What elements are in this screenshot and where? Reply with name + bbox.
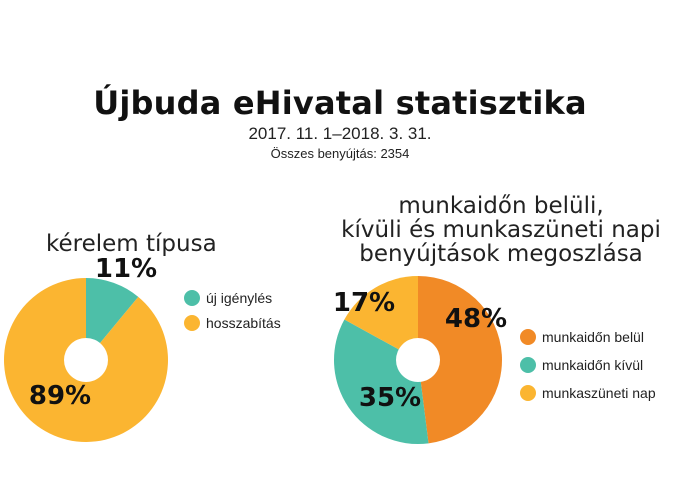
chart2-title: munkaidőn belüli, kívüli és munkaszüneti…	[326, 194, 676, 266]
chart2-title-line: kívüli és munkaszüneti napi	[341, 217, 661, 243]
legend-label: új igénylés	[206, 290, 273, 306]
legend-item: munkaszüneti nap	[520, 382, 656, 404]
legend-label: hosszabítás	[206, 315, 281, 331]
legend-swatch	[520, 385, 536, 401]
data-label-2-2: 35%	[359, 383, 421, 413]
pie-hole-2	[396, 338, 440, 382]
legend-label: munkaidőn kívül	[542, 357, 644, 373]
legend-label: munkaszüneti nap	[542, 385, 656, 401]
chart2-title-line: benyújtások megoszlása	[359, 241, 643, 267]
pie-slice-2-1	[418, 275, 503, 444]
legend-swatch	[184, 290, 200, 306]
total-submissions: Összes benyújtás: 2354	[270, 146, 410, 161]
data-label-1-2: 89%	[29, 381, 91, 411]
pie-slice-2-2	[333, 319, 429, 444]
chart1-legend: új igénylés hosszabítás	[184, 287, 281, 337]
pie-slice-2-3	[344, 276, 418, 360]
legend-label: munkaidőn belül	[542, 329, 644, 345]
legend-swatch	[520, 357, 536, 373]
chart1-title: kérelem típusa	[46, 231, 217, 257]
chart2-title-line: munkaidőn belüli,	[398, 193, 604, 219]
chart2-legend: munkaidőn belül munkaidőn kívül munkaszü…	[520, 326, 656, 410]
legend-item: hosszabítás	[184, 312, 281, 334]
legend-swatch	[520, 329, 536, 345]
legend-item: munkaidőn kívül	[520, 354, 656, 376]
pie-hole-1	[64, 338, 108, 382]
legend-swatch	[184, 315, 200, 331]
legend-item: munkaidőn belül	[520, 326, 656, 348]
date-range: 2017. 11. 1–2018. 3. 31.	[248, 124, 432, 143]
data-label-2-3: 17%	[333, 288, 395, 318]
legend-item: új igénylés	[184, 287, 281, 309]
data-label-2-1: 48%	[445, 304, 507, 334]
data-label-1-1: 11%	[95, 254, 157, 284]
pie-slice-1-1	[86, 278, 139, 360]
page-title: Újbuda eHivatal statisztika	[93, 84, 587, 122]
